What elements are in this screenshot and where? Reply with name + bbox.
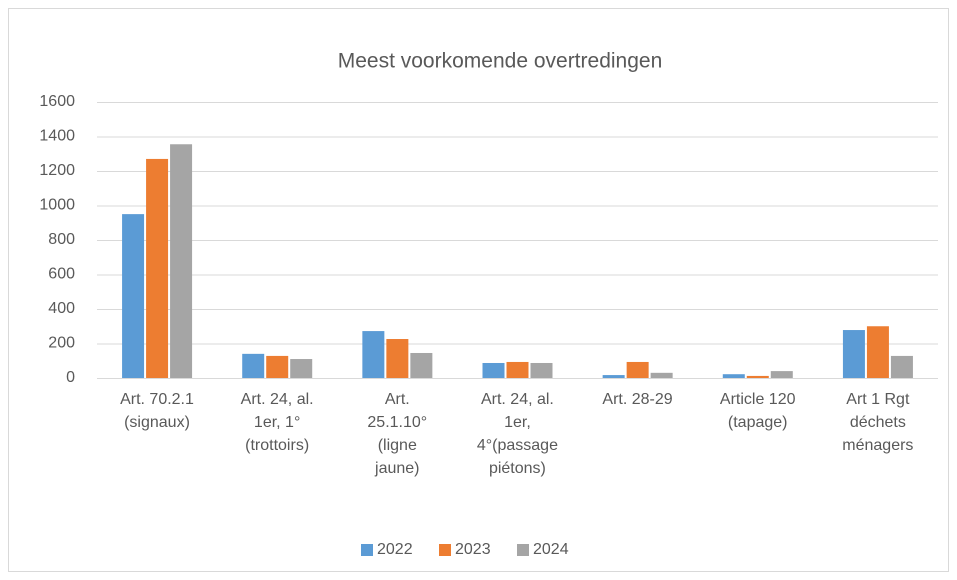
x-tick-label: Art. 28-29: [602, 391, 673, 408]
y-tick-label: 200: [48, 335, 75, 352]
legend-swatch: [517, 544, 529, 556]
bar: [290, 359, 313, 378]
bar: [170, 144, 193, 378]
legend-label: 2024: [533, 541, 569, 558]
x-tick-label: Art. 70.2.1 (signaux): [120, 391, 194, 431]
legend-swatch: [439, 544, 451, 556]
legend-label: 2022: [377, 541, 413, 558]
y-tick-label: 1000: [39, 197, 75, 214]
x-tick-label: Article 120 (tapage): [719, 391, 796, 431]
bar: [722, 374, 745, 378]
bar: [146, 158, 169, 378]
x-tick-label: Art. 24, al. 1er, 1° (trottoirs): [240, 391, 314, 454]
y-tick-label: 600: [48, 266, 75, 283]
y-tick-label: 1400: [39, 128, 75, 145]
bar: [866, 326, 889, 378]
chart-title: Meest voorkomende overtredingen: [338, 50, 663, 73]
y-tick-label: 1600: [39, 93, 75, 110]
legend-label: 2023: [455, 541, 491, 558]
bar: [242, 353, 265, 378]
y-tick-label: 1200: [39, 162, 75, 179]
bar: [362, 331, 385, 378]
bar: [530, 362, 553, 378]
bar: [386, 339, 409, 378]
bar: [842, 330, 865, 378]
y-tick-label: 400: [48, 300, 75, 317]
bar: [506, 361, 529, 378]
bar: [410, 352, 433, 378]
bar: [650, 372, 673, 378]
bar: [122, 214, 145, 378]
bar: [266, 355, 289, 378]
y-tick-label: 0: [66, 369, 75, 386]
bar: [626, 361, 649, 378]
legend-swatch: [361, 544, 373, 556]
bar: [602, 375, 625, 378]
x-tick-label: Art 1 Rgt déchets ménagers: [842, 391, 914, 454]
bar: [770, 371, 793, 378]
bar: [746, 375, 769, 378]
bar: [482, 362, 505, 378]
y-tick-label: 800: [48, 231, 75, 248]
x-tick-label: Art. 24, al. 1er, 4°(passage piétons): [476, 391, 558, 477]
x-tick-label: Art. 25.1.10° (ligne jaune): [367, 391, 428, 477]
bar: [890, 355, 913, 378]
